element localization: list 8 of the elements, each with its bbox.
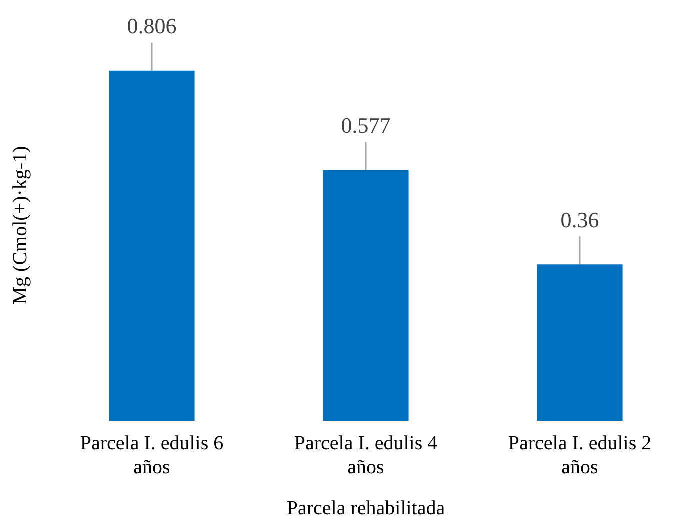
data-label: 0.36 bbox=[560, 207, 600, 232]
data-label: 0.806 bbox=[127, 14, 177, 39]
data-label: 0.577 bbox=[341, 113, 391, 138]
x-tick-label: Parcela I. edulis 2 años bbox=[508, 432, 652, 478]
x-tick-label: Parcela I. edulis 4 años bbox=[294, 432, 438, 478]
x-axis-title: Parcela rehabilitada bbox=[286, 497, 446, 520]
x-tick-label: Parcela I. edulis 6 años bbox=[80, 432, 224, 478]
y-axis-title: Mg (Cmol(+)·kg-1) bbox=[9, 146, 32, 305]
